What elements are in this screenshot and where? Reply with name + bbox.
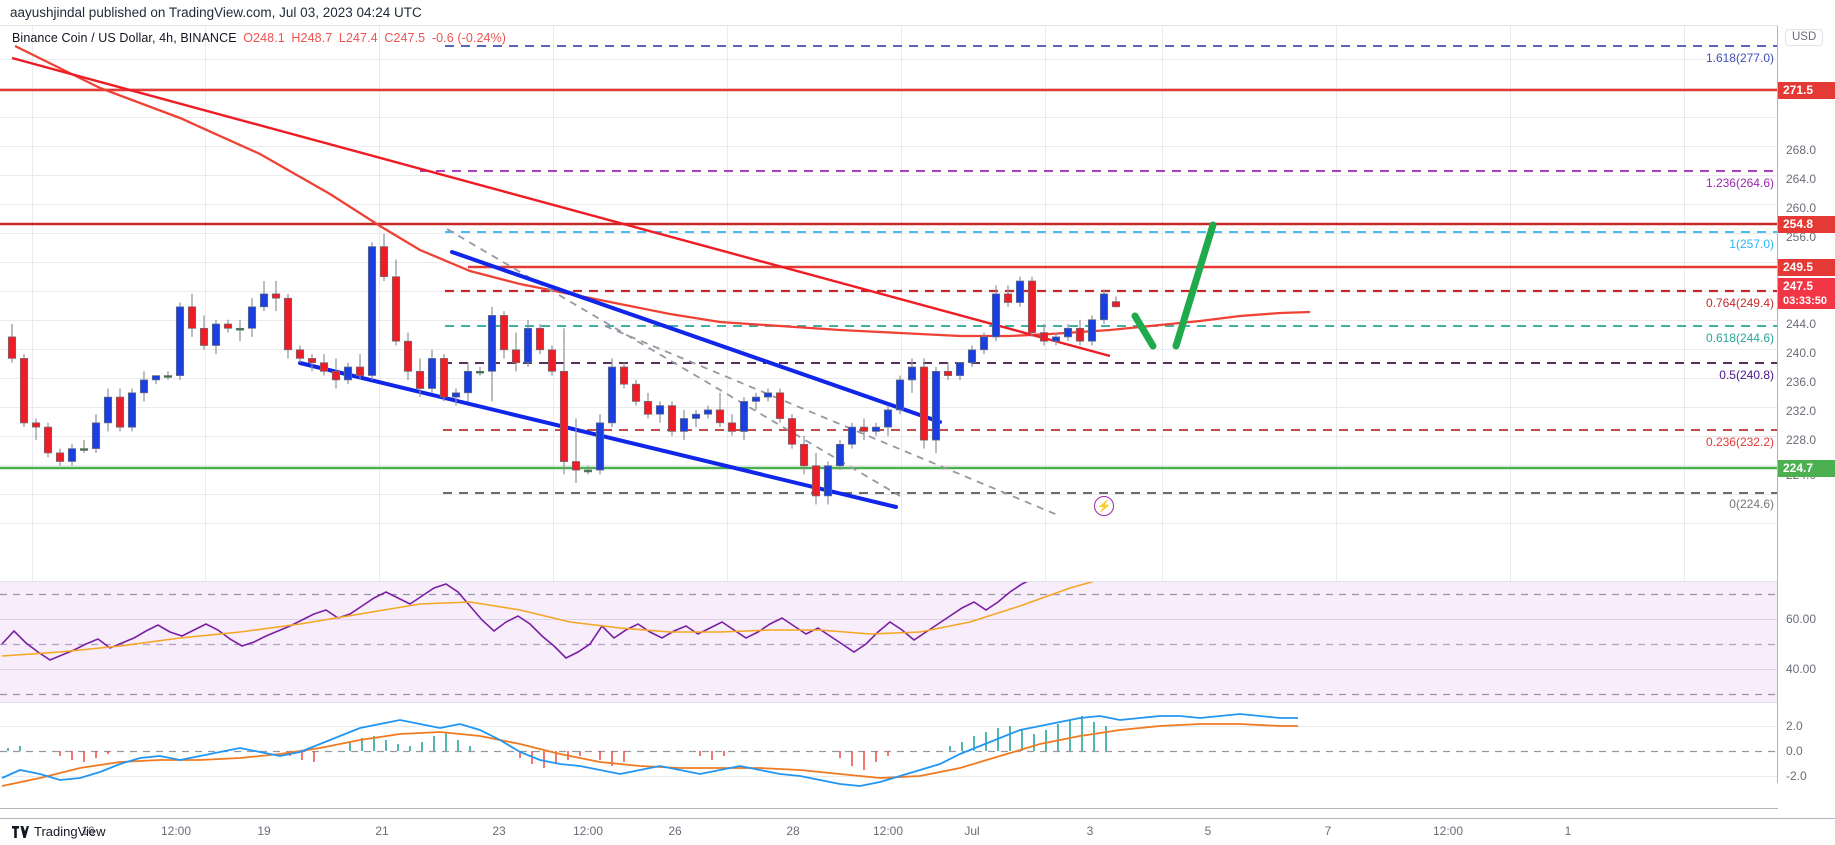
macd-histogram <box>7 716 1107 770</box>
axis-tick-264: 264.0 <box>1786 172 1817 186</box>
axis-tick-260: 260.0 <box>1786 201 1817 215</box>
time-tick-13: 12:00 <box>1432 824 1464 838</box>
fib-label-0618: 0.618(244.6) <box>1705 331 1774 345</box>
price-tag-224: 224.7 <box>1778 460 1835 477</box>
legend-change: -0.6 (-0.24%) <box>431 31 507 45</box>
macd-axis-tick-m2: -2.0 <box>1786 769 1807 783</box>
currency-badge: USD <box>1785 29 1824 46</box>
chart-frame: Binance Coin / US Dollar, 4h, BINANCE O2… <box>0 25 1835 818</box>
fib-label-1236: 1.236(264.6) <box>1705 176 1774 190</box>
tradingview-logo: TradingView <box>12 824 106 839</box>
axis-tick-268: 268.0 <box>1786 143 1817 157</box>
time-tick-1: 12:00 <box>160 824 192 838</box>
axis-tick-232: 232.0 <box>1786 404 1817 418</box>
time-tick-5: 12:00 <box>572 824 604 838</box>
time-tick-4: 23 <box>492 824 506 838</box>
fib-label-0: 0(224.6) <box>1729 497 1774 511</box>
time-tick-2: 19 <box>257 824 271 838</box>
tradingview-logo-text: TradingView <box>34 824 106 839</box>
macd-signal-line <box>1 723 1298 787</box>
countdown-timer: 03:33:50 <box>1783 295 1828 307</box>
axis-tick-236: 236.0 <box>1786 375 1817 389</box>
axis-tick-228: 228.0 <box>1786 433 1817 447</box>
axis-tick-244: 244.0 <box>1786 317 1817 331</box>
vertical-gridlines <box>32 26 1685 808</box>
macd-axis-tick-2: 2.0 <box>1786 719 1803 733</box>
rsi-axis-tick-60: 60.00 <box>1786 612 1817 626</box>
rsi-axis-tick-40: 40.00 <box>1786 662 1817 676</box>
fib-label-1618: 1.618(277.0) <box>1705 51 1774 65</box>
price-tag-254: 254.8 <box>1778 216 1835 233</box>
time-tick-8: 12:00 <box>872 824 904 838</box>
price-tag-current: 247.5 03:33:50 <box>1778 278 1835 309</box>
price-tag-249: 249.5 <box>1778 259 1835 276</box>
tradingview-logo-mark <box>12 825 29 838</box>
axis-tick-240: 240.0 <box>1786 346 1817 360</box>
macd-line <box>1 713 1298 787</box>
time-tick-10: 3 <box>1086 824 1094 838</box>
legend-high: H248.7 <box>291 31 333 45</box>
time-tick-12: 7 <box>1324 824 1332 838</box>
moving-average-line <box>14 44 1311 338</box>
price-axis-separator <box>1777 26 1778 783</box>
rsi-pane <box>0 582 1777 702</box>
current-price-value: 247.5 <box>1783 279 1814 293</box>
alert-icon[interactable]: ⚡ <box>1094 496 1114 516</box>
rsi-line <box>1 582 1028 661</box>
chart-canvas <box>0 26 1835 809</box>
fib-label-05: 0.5(240.8) <box>1719 368 1774 382</box>
time-tick-7: 28 <box>786 824 800 838</box>
macd-pane <box>0 703 1777 808</box>
price-axis[interactable]: USD 276.0 268.0 264.0 260.0 256.0 252.0 … <box>1778 25 1835 818</box>
time-axis[interactable]: 16 12:00 19 21 23 12:00 26 28 12:00 Jul … <box>0 818 1835 845</box>
legend-open: O248.1 <box>243 31 285 45</box>
rsi-ma-line <box>1 582 1095 657</box>
candlestick-series <box>7 233 1121 505</box>
legend-low: L247.4 <box>338 31 378 45</box>
attribution-text: aayushjindal published on TradingView.co… <box>10 5 422 20</box>
fib-label-1: 1(257.0) <box>1729 237 1774 251</box>
time-tick-6: 26 <box>668 824 682 838</box>
grey-dashed-channel <box>446 228 1061 517</box>
price-gridlines <box>0 59 1777 524</box>
fib-label-0764: 0.764(249.4) <box>1705 296 1774 310</box>
time-tick-0: 16 <box>81 824 95 838</box>
macd-axis-tick-0: 0.0 <box>1786 744 1803 758</box>
chart-legend: Binance Coin / US Dollar, 4h, BINANCE O2… <box>12 31 506 45</box>
lightning-bolt-glyph: ⚡ <box>1096 499 1112 513</box>
time-tick-3: 21 <box>375 824 389 838</box>
fib-label-0236: 0.236(232.2) <box>1705 435 1774 449</box>
legend-symbol: Binance Coin / US Dollar, 4h, BINANCE <box>12 31 237 45</box>
blue-trend-channel <box>298 250 942 509</box>
red-descending-trendline <box>11 56 1111 358</box>
price-tag-271: 271.5 <box>1778 82 1835 99</box>
green-projection-arrows <box>1131 221 1217 350</box>
attribution-bar: aayushjindal published on TradingView.co… <box>0 0 1835 25</box>
time-tick-11: 5 <box>1204 824 1212 838</box>
axis-tick-256: 256.0 <box>1786 230 1817 244</box>
fibonacci-levels <box>420 45 1777 494</box>
horizontal-price-lines <box>0 88 1777 470</box>
time-tick-14: 1 <box>1564 824 1572 838</box>
time-tick-9: Jul <box>964 824 980 838</box>
legend-close: C247.5 <box>384 31 426 45</box>
